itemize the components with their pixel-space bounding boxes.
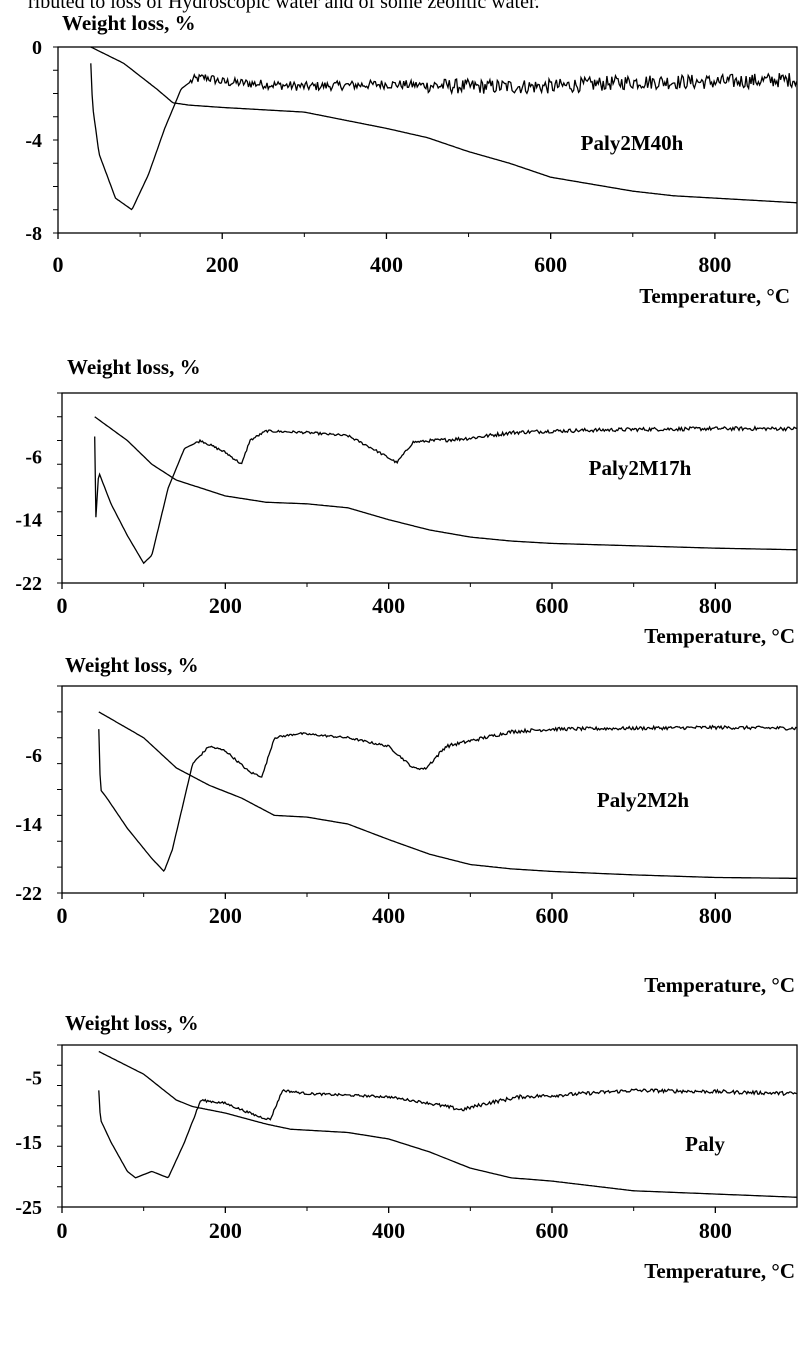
x-tick-label: 400 (370, 252, 403, 277)
y-tick-label: -6 (25, 446, 42, 468)
y-tick-label: -8 (25, 223, 42, 245)
y-tick-label: -22 (15, 573, 42, 595)
plot-frame (57, 46, 798, 234)
x-tick-label: 400 (372, 593, 405, 618)
plot-frame (61, 1044, 798, 1208)
x-tick-label: 200 (206, 252, 239, 277)
x-tick-label: 400 (372, 903, 405, 928)
x-tick-label: 200 (209, 593, 242, 618)
x-tick-label: 600 (534, 252, 567, 277)
dtg-curve (90, 63, 798, 211)
caption-text: ributed to loss of Hydroscopic water and… (28, 0, 540, 13)
x-tick-label: 0 (57, 1218, 68, 1243)
y-tick-label: -14 (15, 510, 42, 532)
dtg-curve (98, 1088, 798, 1179)
x-tick-label: 200 (209, 1218, 242, 1243)
y-tick-label: -6 (25, 745, 42, 767)
x-tick-label: 200 (209, 903, 242, 928)
x-tick-label: 800 (698, 252, 731, 277)
plot-frame (61, 392, 798, 584)
chart-panel-2: Weight loss, % Temperature, °C Paly2M17h 0 2… (15, 355, 798, 648)
sample-label: Paly2M17h (589, 456, 692, 480)
chart-panel-3: Weight loss, % Temperature, °C Paly2M2h 0 20… (15, 653, 798, 997)
x-tick-label: 800 (699, 593, 732, 618)
y-tick-label: -15 (15, 1132, 42, 1154)
x-axis-title: Temperature, °C (644, 624, 795, 648)
tg-curve (90, 46, 797, 204)
y-tick-label: 0 (32, 37, 42, 59)
x-tick-label: 0 (57, 903, 68, 928)
x-tick-label: 0 (57, 593, 68, 618)
x-tick-label: 600 (536, 903, 569, 928)
sample-label: Paly2M40h (581, 131, 684, 155)
x-tick-label: 800 (699, 1218, 732, 1243)
chart-panel-1: Weight loss, % Temperature, °C Paly2M40h 0 2… (25, 11, 798, 308)
x-axis-title: Temperature, °C (644, 1259, 795, 1283)
y-axis-title: Weight loss, % (65, 1011, 199, 1035)
x-axis-title: Temperature, °C (639, 284, 790, 308)
x-tick-label: 0 (53, 252, 64, 277)
chart-panel-4: Weight loss, % Temperature, °C Paly 0 200 400… (15, 1011, 798, 1283)
x-tick-label: 600 (536, 593, 569, 618)
y-tick-label: -22 (15, 883, 42, 905)
x-tick-label: 400 (372, 1218, 405, 1243)
y-axis-title: Weight loss, % (67, 355, 201, 379)
x-tick-label: 800 (699, 903, 732, 928)
y-tick-label: -25 (15, 1197, 42, 1219)
dtg-curve (94, 425, 797, 565)
x-axis-title: Temperature, °C (644, 973, 795, 997)
tg-curve (98, 1050, 798, 1198)
y-tick-label: -14 (15, 814, 42, 836)
sample-label: Paly (685, 1132, 725, 1156)
dtg-curve (98, 724, 798, 873)
y-axis-title: Weight loss, % (65, 653, 199, 677)
y-tick-label: -5 (25, 1067, 42, 1089)
sample-label: Paly2M2h (597, 788, 689, 812)
tg-curve (98, 711, 797, 879)
y-axis-title: Weight loss, % (62, 11, 196, 35)
y-tick-label: -4 (25, 130, 42, 152)
tg-curve (94, 416, 797, 551)
x-tick-label: 600 (536, 1218, 569, 1243)
